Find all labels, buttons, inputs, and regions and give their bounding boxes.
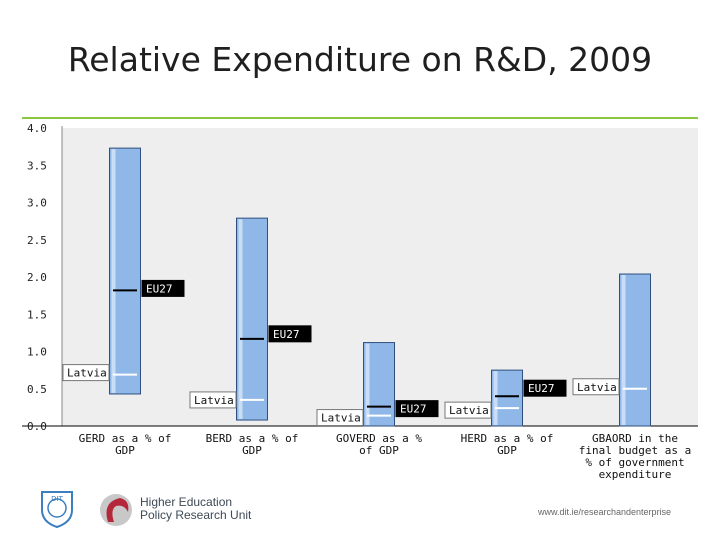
- eu27-label-box: [268, 325, 312, 343]
- latvia-label: Latvia: [449, 404, 489, 417]
- eu27-label-box: [395, 400, 439, 418]
- slide-title: Relative Expenditure on R&D, 2009: [67, 40, 653, 79]
- latvia-label-box: [316, 409, 364, 427]
- y-tick-label: 2.5: [27, 234, 47, 247]
- hepru-line-1: Higher Education: [140, 495, 233, 509]
- eu27-label: EU27: [400, 403, 427, 416]
- eu27-label: EU27: [146, 282, 173, 295]
- latvia-label-box: [444, 401, 492, 419]
- hepru-name: Higher Education Policy Research Unit: [140, 496, 251, 522]
- eu27-label: EU27: [273, 328, 300, 341]
- range-bar-highlight: [111, 149, 116, 393]
- y-tick-label: 1.5: [27, 308, 47, 321]
- y-tick-label: 4.0: [27, 122, 47, 135]
- y-tick-label: 0.5: [27, 383, 47, 396]
- x-category-label: final budget as a: [579, 444, 692, 457]
- range-bar-highlight: [493, 371, 498, 425]
- x-category-label: GDP: [242, 444, 262, 457]
- dit-logo-text: DIT: [51, 495, 63, 503]
- latvia-label: Latvia: [194, 394, 234, 407]
- x-category-label: of GDP: [359, 444, 399, 457]
- x-category-label: GERD as a % of: [79, 432, 172, 445]
- footer-url: www.dit.ie/researchandenterprise: [538, 507, 672, 517]
- range-bar-highlight: [238, 219, 243, 420]
- latvia-label-box: [572, 378, 620, 396]
- y-tick-label: 1.0: [27, 346, 47, 359]
- range-bar-highlight: [365, 343, 370, 425]
- eu27-label-box: [523, 379, 567, 397]
- range-bar-highlight: [621, 275, 626, 425]
- x-category-label: expenditure: [599, 468, 672, 481]
- dit-logo: DIT: [38, 488, 76, 529]
- latvia-label-box: [62, 364, 110, 382]
- x-category-label: BERD as a % of: [206, 432, 299, 445]
- latvia-label-box: [189, 391, 237, 409]
- latvia-label: Latvia: [67, 367, 107, 380]
- y-tick-label: 3.5: [27, 159, 47, 172]
- y-tick-label: 2.0: [27, 271, 47, 284]
- x-category-label: GBAORD in the: [592, 432, 678, 445]
- latvia-label: Latvia: [577, 381, 617, 394]
- x-category-label: GDP: [115, 444, 135, 457]
- eu27-label-box: [141, 279, 185, 297]
- x-category-label: % of government: [585, 456, 684, 469]
- y-tick-label: 0.0: [27, 420, 47, 433]
- hepru-logo: [98, 492, 134, 528]
- x-category-label: HERD as a % of: [461, 432, 554, 445]
- x-category-label: GOVERD as a %: [336, 432, 422, 445]
- hepru-line-2: Policy Research Unit: [140, 508, 252, 522]
- x-category-label: GDP: [497, 444, 517, 457]
- title-divider: [22, 117, 698, 119]
- y-tick-label: 3.0: [27, 197, 47, 210]
- eu27-label: EU27: [528, 382, 555, 395]
- latvia-label: Latvia: [321, 412, 361, 425]
